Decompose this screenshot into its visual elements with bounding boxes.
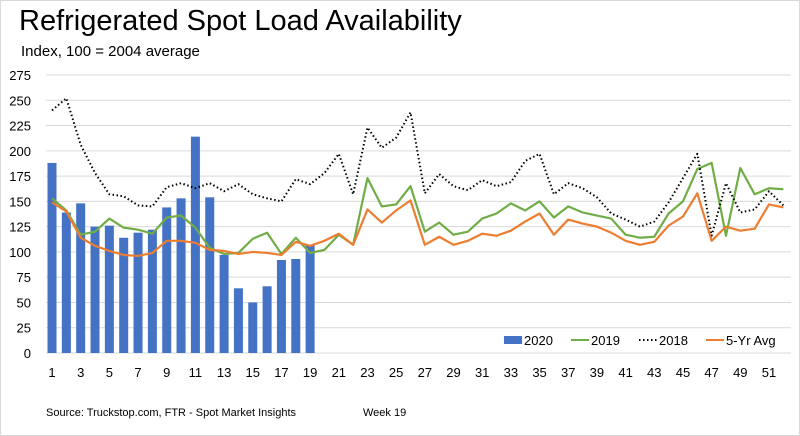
legend-label: 5-Yr Avg <box>726 333 776 348</box>
bar-2020 <box>305 244 315 353</box>
x-tick-label: 23 <box>360 365 374 380</box>
y-tick-label: 225 <box>9 119 31 134</box>
x-tick-label: 31 <box>475 365 489 380</box>
x-tick-label: 39 <box>590 365 604 380</box>
bar-2020 <box>47 162 57 353</box>
x-tick-label: 35 <box>532 365 546 380</box>
x-tick-label: 47 <box>704 365 718 380</box>
x-tick-label: 33 <box>504 365 518 380</box>
bar-2020 <box>233 288 243 353</box>
legend-label: 2020 <box>524 333 553 348</box>
source-note: Source: Truckstop.com, FTR - Spot Market… <box>46 407 297 419</box>
line-series-5-Yr-Avg <box>51 192 784 258</box>
x-tick-label: 13 <box>217 365 231 380</box>
bar-2020 <box>190 136 200 353</box>
y-tick-label: 275 <box>9 68 31 83</box>
x-tick-label: 41 <box>618 365 632 380</box>
x-tick-label: 29 <box>446 365 460 380</box>
bar-2020 <box>119 237 129 353</box>
legend-swatch <box>504 336 522 344</box>
line-series-2018 <box>51 97 785 237</box>
x-tick-label: 7 <box>134 365 141 380</box>
x-tick-label: 1 <box>48 365 55 380</box>
y-tick-label: 200 <box>9 144 31 159</box>
x-tick-label: 21 <box>332 365 346 380</box>
bar-2020 <box>219 254 229 353</box>
chart-subtitle: Index, 100 = 2004 average <box>21 43 200 60</box>
x-tick-label: 17 <box>274 365 288 380</box>
x-tick-label: 3 <box>77 365 84 380</box>
legend-label: 2019 <box>591 333 620 348</box>
y-tick-label: 100 <box>9 245 31 260</box>
x-tick-label: 25 <box>389 365 403 380</box>
bar-2020 <box>76 203 86 353</box>
y-tick-label: 250 <box>9 93 31 108</box>
y-tick-label: 125 <box>9 220 31 235</box>
bar-2020 <box>90 226 100 353</box>
bar-2020 <box>104 225 114 353</box>
bar-2020 <box>205 197 215 353</box>
bar-2020 <box>162 207 172 353</box>
bar-2020 <box>147 229 157 353</box>
x-tick-label: 19 <box>303 365 317 380</box>
y-tick-label: 175 <box>9 169 31 184</box>
y-tick-label: 75 <box>17 270 31 285</box>
bar-2020 <box>291 258 301 353</box>
x-tick-label: 51 <box>762 365 776 380</box>
y-tick-label: 150 <box>9 194 31 209</box>
bar-2020 <box>176 198 186 353</box>
y-tick-label: 25 <box>17 321 31 336</box>
bar-2020 <box>61 212 71 353</box>
bar-2020 <box>276 259 286 353</box>
x-tick-label: 5 <box>106 365 113 380</box>
bar-2020 <box>133 232 143 353</box>
x-tick-label: 49 <box>733 365 747 380</box>
week-note: Week 19 <box>363 407 407 419</box>
bar-2020 <box>248 302 258 353</box>
x-tick-label: 43 <box>647 365 661 380</box>
x-tick-label: 45 <box>676 365 690 380</box>
chart-title: Refrigerated Spot Load Availability <box>19 5 462 37</box>
x-tick-label: 37 <box>561 365 575 380</box>
x-tick-label: 11 <box>189 365 203 380</box>
y-tick-label: 0 <box>24 346 31 361</box>
x-tick-label: 9 <box>163 365 170 380</box>
x-tick-label: 15 <box>246 365 260 380</box>
y-tick-label: 50 <box>17 295 31 310</box>
x-tick-label: 27 <box>418 365 432 380</box>
bar-2020 <box>262 286 272 353</box>
legend-label: 2018 <box>659 333 688 348</box>
line-series-2019 <box>51 161 784 256</box>
